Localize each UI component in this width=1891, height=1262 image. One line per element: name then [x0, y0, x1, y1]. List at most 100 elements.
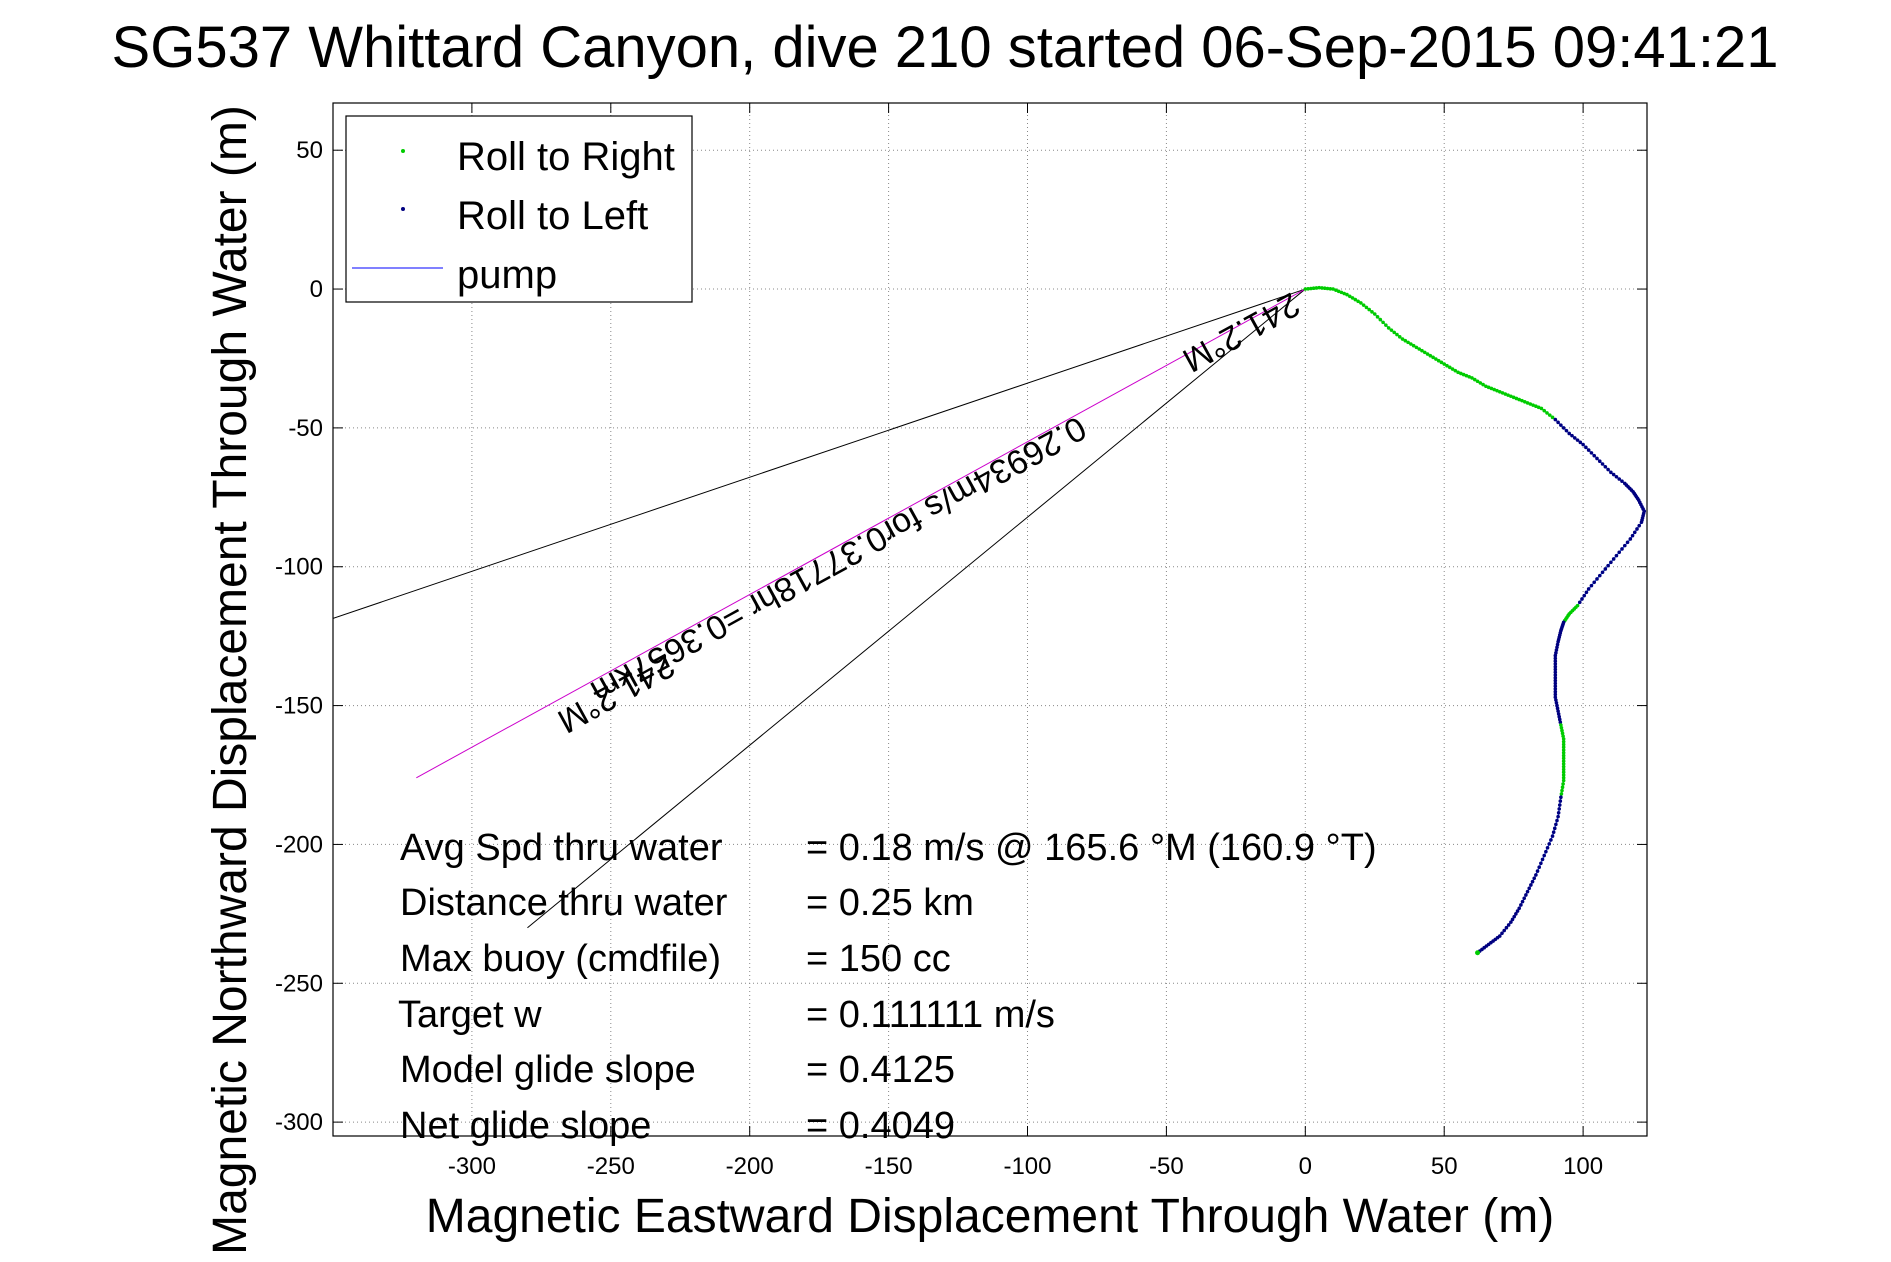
roll-right-point: [1420, 348, 1424, 353]
roll-right-point: [1478, 381, 1483, 385]
roll-left-point: [1537, 865, 1542, 869]
roll-right-point: [1531, 403, 1535, 407]
roll-left-point: [1545, 845, 1550, 850]
roll-right-point: [1447, 365, 1452, 370]
roll-left-point: [1620, 479, 1624, 484]
roll-left-point: [1553, 673, 1558, 677]
roll-left-point: [1553, 692, 1558, 697]
roll-right-point: [1561, 782, 1565, 786]
roll-left-point: [1581, 442, 1585, 447]
roll-left-point: [1556, 639, 1560, 644]
roll-left-point: [1527, 886, 1532, 891]
roll-left-point: [1553, 656, 1558, 661]
roll-left-point: [1567, 431, 1572, 436]
roll-left-point: [1600, 570, 1605, 575]
roll-right-point: [1375, 315, 1380, 319]
roll-right-point: [1481, 382, 1485, 387]
roll-left-point: [1586, 448, 1591, 452]
roll-left-point: [1555, 645, 1559, 650]
roll-left-point: [1578, 440, 1583, 445]
roll-right-point: [1503, 392, 1508, 396]
stat-value: = 0.111111 m/s: [806, 994, 1055, 1036]
stat-value: = 0.4049: [806, 1105, 955, 1147]
roll-right-point: [1495, 388, 1499, 393]
y-tick-label: -50: [288, 415, 323, 442]
roll-left-point: [1553, 678, 1558, 683]
heading-line: [333, 288, 1306, 619]
roll-left-point: [1630, 533, 1635, 538]
chart-title: SG537 Whittard Canyon, dive 210 started …: [112, 15, 1779, 80]
roll-right-point: [1453, 368, 1458, 373]
roll-left-point: [1540, 857, 1545, 862]
roll-left-point: [1558, 720, 1563, 725]
roll-left-point: [1606, 563, 1610, 568]
roll-left-point: [1620, 547, 1624, 551]
roll-left-point: [1556, 420, 1560, 425]
roll-left-point: [1555, 642, 1560, 647]
x-tick-label: -300: [448, 1153, 496, 1180]
roll-right-point: [1434, 357, 1438, 361]
roll-left-point: [1556, 712, 1561, 716]
plot-frame: [332, 102, 1648, 1137]
roll-left-point: [1502, 928, 1507, 933]
roll-left-point: [1553, 676, 1558, 680]
roll-left-point: [1553, 670, 1558, 675]
roll-left-point: [1519, 903, 1523, 907]
roll-left-point: [1553, 667, 1558, 672]
current-vector-line: [416, 288, 1306, 779]
stat-label: Model glide slope: [400, 1049, 696, 1091]
roll-left-point: [1555, 706, 1560, 711]
roll-right-point: [1545, 411, 1549, 415]
y-tick-label: -300: [275, 1109, 323, 1136]
roll-right-point: [1561, 748, 1566, 752]
legend: Roll to Right Roll to Left pump: [345, 115, 693, 303]
roll-left-point: [1555, 818, 1559, 823]
roll-left-point: [1625, 540, 1630, 545]
roll-right-point: [1559, 792, 1564, 796]
roll-right-point: [1560, 788, 1564, 793]
roll-right-point: [1306, 286, 1310, 291]
roll-right-point: [1497, 389, 1502, 394]
roll-right-point: [1561, 739, 1566, 744]
y-tick-label: -150: [275, 693, 323, 720]
roll-left-point: [1611, 557, 1616, 561]
roll-right-point: [1511, 395, 1516, 400]
roll-right-point: [1561, 773, 1566, 777]
roll-right-point: [1456, 370, 1460, 375]
roll-right-point: [1431, 355, 1435, 360]
roll-left-point: [1504, 925, 1509, 930]
legend-roll-right-label: Roll to Right: [457, 135, 675, 179]
roll-left-point: [1529, 883, 1533, 887]
roll-right-point: [1534, 404, 1538, 409]
roll-right-point: [1345, 292, 1349, 297]
x-tick-label: 0: [1299, 1153, 1312, 1180]
roll-left-point: [1614, 474, 1619, 479]
legend-pump-label: pump: [457, 253, 557, 297]
roll-right-point: [1539, 406, 1544, 411]
roll-left-point: [1597, 573, 1602, 578]
roll-left-point: [1553, 653, 1558, 658]
roll-left-point: [1637, 523, 1642, 528]
roll-left-point: [1557, 807, 1562, 811]
roll-right-point: [1467, 375, 1472, 379]
roll-left-point: [1609, 560, 1613, 565]
roll-left-point: [1557, 717, 1562, 722]
roll-right-point: [1361, 303, 1366, 307]
roll-right-point: [1528, 402, 1533, 406]
roll-right-point: [1350, 296, 1355, 300]
roll-right-point: [1414, 345, 1419, 350]
heading-lines: [333, 288, 1306, 929]
roll-left-point: [1500, 931, 1504, 936]
roll-right-point: [1422, 350, 1427, 355]
stat-label: Avg Spd thru water: [400, 827, 723, 869]
x-tick-label: -200: [726, 1153, 774, 1180]
roll-left-point: [1525, 889, 1530, 894]
roll-right-point: [1359, 301, 1363, 305]
roll-left-point: [1535, 869, 1540, 873]
roll-left-point: [1609, 470, 1613, 475]
roll-right-point: [1525, 401, 1530, 405]
current-line: [416, 288, 1306, 779]
roll-right-point: [1311, 286, 1316, 291]
roll-right-point: [1561, 778, 1566, 783]
legend-roll-left-label: Roll to Left: [457, 194, 648, 238]
